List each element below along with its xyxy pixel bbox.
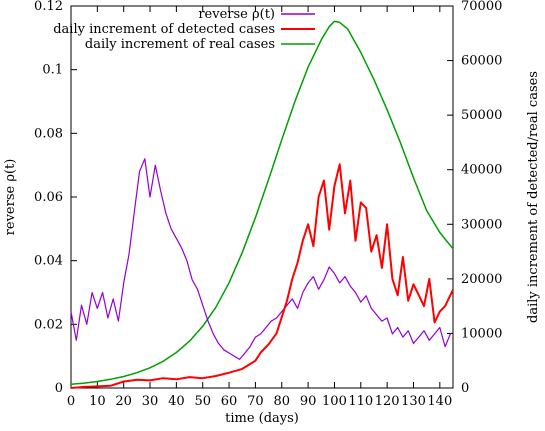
series-reverse-rho xyxy=(70,158,451,360)
x-tick-label: 110 xyxy=(348,394,373,409)
y-left-axis: 0 0.02 0.04 0.06 0.08 0.1 0.12 xyxy=(34,0,77,396)
x-tick-label: 10 xyxy=(89,394,106,409)
y-left-tick-label: 0.04 xyxy=(34,254,63,269)
x-tick-label: 100 xyxy=(322,394,347,409)
y-right-tick-label: 60000 xyxy=(461,54,502,69)
legend-label-real-cases: daily increment of real cases xyxy=(85,37,275,52)
y-left-tick-label: 0 xyxy=(55,381,63,396)
x-tick-label: 20 xyxy=(115,394,132,409)
y-right-axis: 0 10000 20000 30000 40000 50000 60000 70000 xyxy=(447,0,502,396)
legend-label-reverse-rho: reverse ρ(t) xyxy=(198,7,275,22)
series-real-cases xyxy=(70,20,454,385)
y-left-tick-label: 0.06 xyxy=(34,190,63,205)
x-tick-label: 80 xyxy=(273,394,290,409)
y-left-axis-label: reverse ρ(t) xyxy=(3,159,18,236)
x-tick-label: 140 xyxy=(427,394,452,409)
y-right-tick-label: 10000 xyxy=(461,326,502,341)
x-tick-label: 60 xyxy=(221,394,238,409)
y-right-tick-label: 70000 xyxy=(461,0,502,14)
y-left-tick-label: 0.12 xyxy=(34,0,63,14)
y-right-axis-label: daily increment of detected/real cases xyxy=(526,71,541,323)
y-right-tick-label: 20000 xyxy=(461,272,502,287)
y-left-tick-label: 0.02 xyxy=(34,317,63,332)
x-tick-label: 30 xyxy=(142,394,159,409)
y-right-tick-label: 40000 xyxy=(461,163,502,178)
y-right-tick-label: 50000 xyxy=(461,108,502,123)
legend-label-detected-cases: daily increment of detected cases xyxy=(53,22,275,37)
x-tick-label: 50 xyxy=(194,394,211,409)
series-detected-cases xyxy=(70,163,454,389)
x-tick-label: 0 xyxy=(67,394,75,409)
legend: reverse ρ(t) daily increment of detected… xyxy=(53,7,315,52)
y-right-tick-label: 30000 xyxy=(461,217,502,232)
x-axis-label: time (days) xyxy=(225,411,299,426)
x-tick-label: 130 xyxy=(401,394,426,409)
series-layer xyxy=(70,20,454,389)
x-tick-label: 90 xyxy=(300,394,317,409)
x-axis: 0 10 20 30 40 50 60 70 80 90 100 110 120 130 140 xyxy=(67,6,452,409)
y-right-tick-label: 0 xyxy=(461,381,469,396)
y-left-tick-label: 0.08 xyxy=(34,126,63,141)
x-tick-label: 120 xyxy=(375,394,400,409)
x-tick-label: 40 xyxy=(168,394,185,409)
x-tick-label: 70 xyxy=(247,394,264,409)
y-left-tick-label: 0.1 xyxy=(42,63,63,78)
